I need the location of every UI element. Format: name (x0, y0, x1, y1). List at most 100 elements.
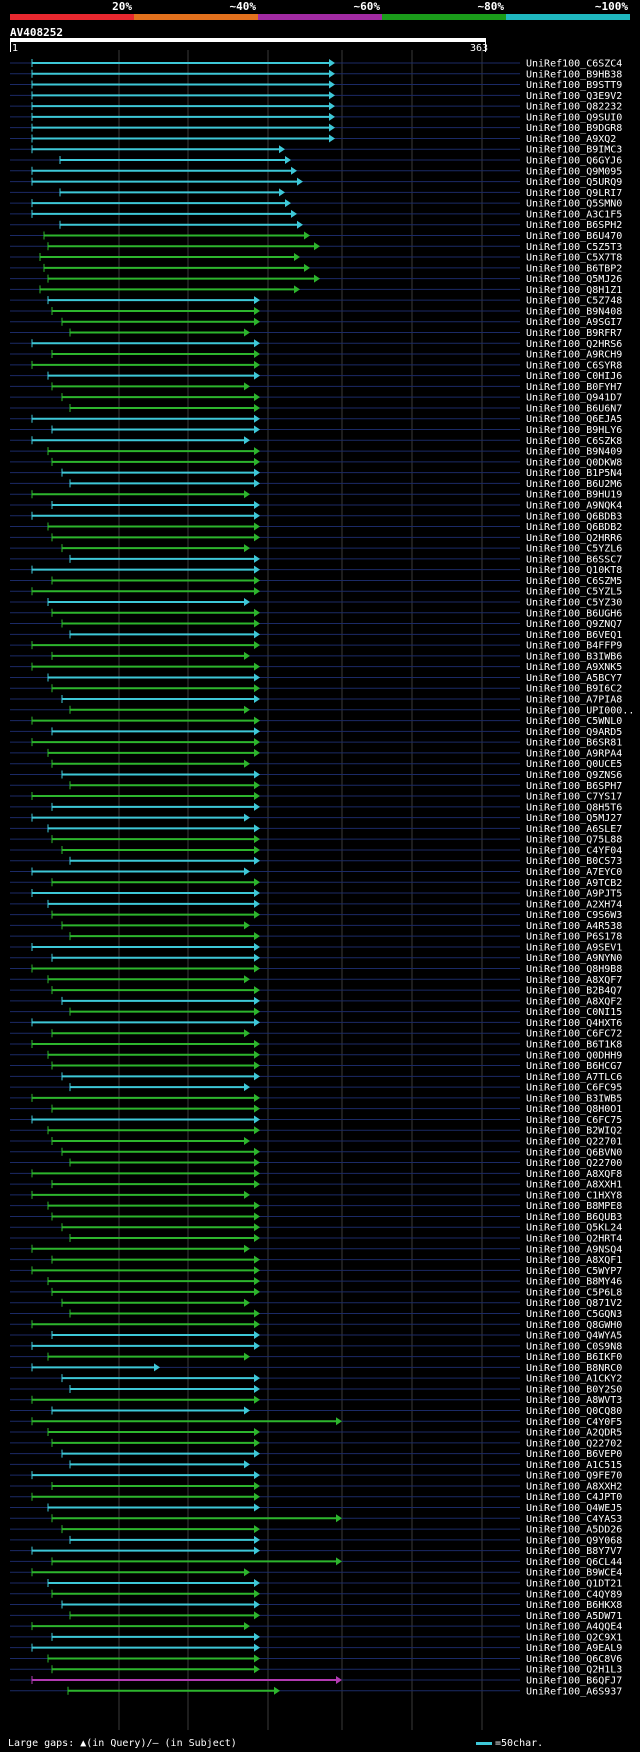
hit-label[interactable]: UniRef100_Q8H0O1 (526, 1104, 622, 1115)
hit-label[interactable]: UniRef100_Q0UCE5 (526, 759, 622, 770)
hit-label[interactable]: UniRef100_C5YZL6 (526, 544, 622, 555)
hit-label[interactable]: UniRef100_Q0DKW8 (526, 457, 622, 468)
hit-label[interactable]: UniRef100_C5Z748 (526, 296, 622, 307)
hit-label[interactable]: UniRef100_B3IWB5 (526, 1093, 622, 1104)
hit-label[interactable]: UniRef100_Q5KL24 (526, 1223, 622, 1234)
hit-label[interactable]: UniRef100_B9HB38 (526, 69, 622, 80)
hit-label[interactable]: UniRef100_Q6C8V6 (526, 1654, 622, 1665)
hit-label[interactable]: UniRef100_Q6BDB3 (526, 511, 622, 522)
hit-label[interactable]: UniRef100_A8XQF7 (526, 975, 622, 986)
hit-label[interactable]: UniRef100_Q3E9V2 (526, 91, 622, 102)
hit-label[interactable]: UniRef100_Q82232 (526, 102, 622, 113)
hit-label[interactable]: UniRef100_A5DW71 (526, 1611, 622, 1622)
hit-label[interactable]: UniRef100_Q2HRS6 (526, 339, 622, 350)
hit-label[interactable]: UniRef100_B9WCE4 (526, 1568, 622, 1579)
hit-label[interactable]: UniRef100_Q4HXT6 (526, 1018, 622, 1029)
hit-label[interactable]: UniRef100_B6VEP0 (526, 1449, 622, 1460)
hit-label[interactable]: UniRef100_A8XXH2 (526, 1481, 622, 1492)
hit-label[interactable]: UniRef100_A1CKY2 (526, 1374, 622, 1385)
hit-label[interactable]: UniRef100_Q9LRI7 (526, 188, 622, 199)
hit-label[interactable]: UniRef100_C4YF04 (526, 845, 622, 856)
hit-label[interactable]: UniRef100_A9XNK5 (526, 662, 622, 673)
hit-label[interactable]: UniRef100_A4QQE4 (526, 1622, 622, 1633)
hit-label[interactable]: UniRef100_C4QY89 (526, 1589, 622, 1600)
hit-label[interactable]: UniRef100_B6SR81 (526, 738, 622, 749)
hit-label[interactable]: UniRef100_C0S9N8 (526, 1341, 622, 1352)
hit-label[interactable]: UniRef100_B1P5N4 (526, 468, 622, 479)
hit-label[interactable]: UniRef100_C4JPT0 (526, 1492, 622, 1503)
hit-label[interactable]: UniRef100_B8NRC0 (526, 1363, 622, 1374)
hit-label[interactable]: UniRef100_A9RCH9 (526, 350, 622, 361)
hit-label[interactable]: UniRef100_Q9FE70 (526, 1471, 622, 1482)
hit-label[interactable]: UniRef100_Q2C9X1 (526, 1632, 622, 1643)
hit-label[interactable]: UniRef100_A7TLC6 (526, 1072, 622, 1083)
hit-label[interactable]: UniRef100_B6QUB3 (526, 1212, 622, 1223)
hit-label[interactable]: UniRef100_C7YS17 (526, 792, 622, 803)
hit-label[interactable]: UniRef100_Q10KT8 (526, 565, 622, 576)
hit-label[interactable]: UniRef100_Q5SMN0 (526, 199, 622, 210)
hit-label[interactable]: UniRef100_B9IMC3 (526, 145, 622, 156)
hit-label[interactable]: UniRef100_C4Y0F5 (526, 1417, 622, 1428)
hit-label[interactable]: UniRef100_C5YZ30 (526, 598, 622, 609)
hit-label[interactable]: UniRef100_Q22701 (526, 1137, 622, 1148)
hit-label[interactable]: UniRef100_B2WIQ2 (526, 1126, 622, 1137)
hit-label[interactable]: UniRef100_A9NSQ4 (526, 1244, 622, 1255)
hit-label[interactable]: UniRef100_C1HXY8 (526, 1190, 622, 1201)
hit-label[interactable]: UniRef100_A9NYN0 (526, 953, 622, 964)
hit-label[interactable]: UniRef100_Q6CL44 (526, 1557, 622, 1568)
hit-label[interactable]: UniRef100_Q2HRR6 (526, 533, 622, 544)
hit-label[interactable]: UniRef100_Q75L88 (526, 835, 622, 846)
hit-label[interactable]: UniRef100_A7EYC0 (526, 867, 622, 878)
hit-label[interactable]: UniRef100_C5WNL0 (526, 716, 622, 727)
hit-label[interactable]: UniRef100_B6VEQ1 (526, 630, 622, 641)
hit-label[interactable]: UniRef100_C6SZK8 (526, 436, 622, 447)
hit-label[interactable]: UniRef100_B8MY46 (526, 1277, 622, 1288)
hit-label[interactable]: UniRef100_A9XQ2 (526, 134, 616, 145)
hit-label[interactable]: UniRef100_B0FYH7 (526, 382, 622, 393)
hit-label[interactable]: UniRef100_B6U2M6 (526, 479, 622, 490)
hit-label[interactable]: UniRef100_B9HU19 (526, 490, 622, 501)
hit-label[interactable]: UniRef100_A7PIA8 (526, 695, 622, 706)
hit-label[interactable]: UniRef100_B6U470 (526, 231, 622, 242)
hit-label[interactable]: UniRef100_Q5MJ26 (526, 274, 622, 285)
hit-label[interactable]: UniRef100_B8MPE8 (526, 1201, 622, 1212)
hit-label[interactable]: UniRef100_A8XQF8 (526, 1169, 622, 1180)
hit-label[interactable]: UniRef100_B6HKX8 (526, 1600, 622, 1611)
hit-label[interactable]: UniRef100_C5WYP7 (526, 1266, 622, 1277)
hit-label[interactable]: UniRef100_B9STT9 (526, 80, 622, 91)
hit-label[interactable]: UniRef100_B9HLY6 (526, 425, 622, 436)
hit-label[interactable]: UniRef100_B9N408 (526, 306, 622, 317)
hit-label[interactable]: UniRef100_B6T1K8 (526, 1039, 622, 1050)
hit-label[interactable]: UniRef100_Q9Y068 (526, 1535, 622, 1546)
hit-label[interactable]: UniRef100_B4FFP9 (526, 641, 622, 652)
hit-label[interactable]: UniRef100_Q6EJA5 (526, 414, 622, 425)
hit-label[interactable]: UniRef100_Q1DT21 (526, 1578, 622, 1589)
hit-label[interactable]: UniRef100_B9N409 (526, 447, 622, 458)
hit-label[interactable]: UniRef100_B6TBP2 (526, 263, 622, 274)
hit-label[interactable]: UniRef100_B0CS73 (526, 856, 622, 867)
hit-label[interactable]: UniRef100_Q6GYJ6 (526, 156, 622, 167)
hit-label[interactable]: UniRef100_A8XQF1 (526, 1255, 622, 1266)
hit-label[interactable]: UniRef100_A9RPA4 (526, 748, 622, 759)
hit-label[interactable]: UniRef100_A2QDR5 (526, 1428, 622, 1439)
hit-label[interactable]: UniRef100_C6SYR8 (526, 360, 622, 371)
hit-label[interactable]: UniRef100_A9PJT5 (526, 889, 622, 900)
hit-label[interactable]: UniRef100_B6QFJ7 (526, 1676, 622, 1687)
hit-label[interactable]: UniRef100_C6SZM5 (526, 576, 622, 587)
hit-label[interactable]: UniRef100_A9EAL9 (526, 1643, 622, 1654)
hit-label[interactable]: UniRef100_C5P6L8 (526, 1287, 622, 1298)
hit-label[interactable]: UniRef100_Q9ZNQ7 (526, 619, 622, 630)
hit-label[interactable]: UniRef100_Q9ARD5 (526, 727, 622, 738)
hit-label[interactable]: UniRef100_B3IWB6 (526, 651, 622, 662)
hit-label[interactable]: UniRef100_A2XH74 (526, 899, 622, 910)
hit-label[interactable]: UniRef100_C9S6W3 (526, 910, 622, 921)
hit-label[interactable]: UniRef100_Q4WYA5 (526, 1331, 622, 1342)
hit-label[interactable]: UniRef100_B9DGR8 (526, 123, 622, 134)
hit-label[interactable]: UniRef100_C5X7T8 (526, 253, 622, 264)
hit-label[interactable]: UniRef100_Q8GWH0 (526, 1320, 622, 1331)
hit-label[interactable]: UniRef100_UPI000.. (526, 705, 634, 716)
hit-label[interactable]: UniRef100_A9TCB2 (526, 878, 622, 889)
hit-label[interactable]: UniRef100_B2B4Q7 (526, 986, 622, 997)
hit-label[interactable]: UniRef100_Q5MJ27 (526, 813, 622, 824)
hit-label[interactable]: UniRef100_C0HIJ6 (526, 371, 622, 382)
